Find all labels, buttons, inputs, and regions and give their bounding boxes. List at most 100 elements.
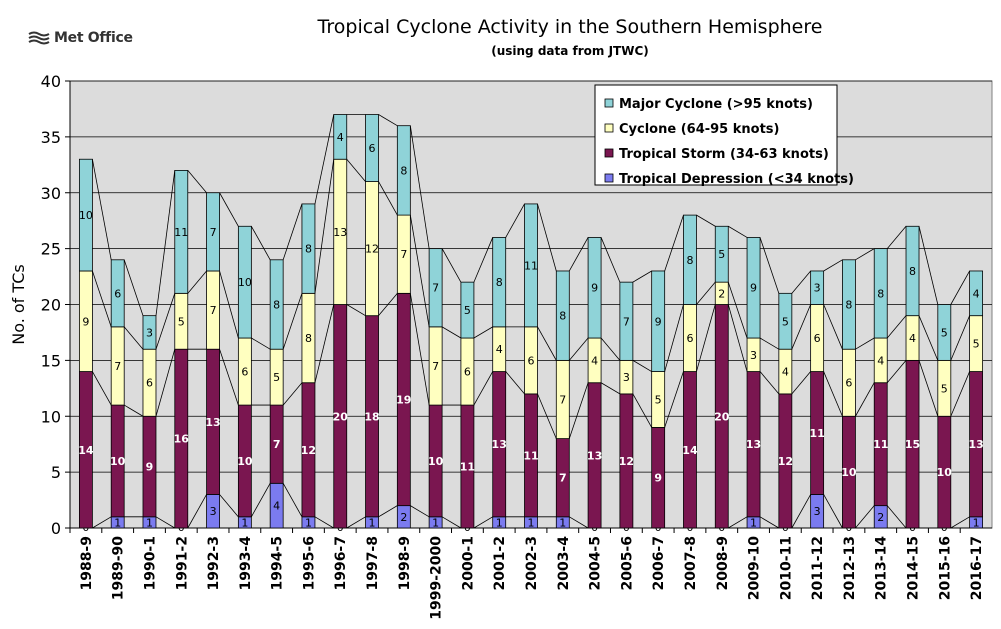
data-label: 4	[496, 343, 503, 356]
bar-segment[interactable]	[714, 225, 729, 283]
series-connector-line	[251, 337, 271, 350]
data-label: 20	[333, 410, 349, 423]
data-label: 3	[814, 282, 821, 295]
data-label: 7	[400, 248, 407, 261]
data-label: 14	[682, 444, 698, 457]
legend-box	[594, 84, 838, 186]
data-label: 11	[809, 427, 824, 440]
bar-segment[interactable]	[969, 270, 984, 317]
series-connector-line	[473, 326, 493, 339]
bar-segment[interactable]	[587, 237, 602, 339]
series-connector-line	[473, 237, 494, 283]
series-connector-line	[950, 516, 970, 529]
bar-segment[interactable]	[842, 259, 856, 350]
bar-segment[interactable]	[142, 315, 157, 350]
bar-segment[interactable]	[873, 248, 888, 339]
series-connector-line	[473, 371, 494, 406]
data-label: 12	[365, 243, 379, 256]
y-axis-title: No. of TCs	[9, 264, 28, 345]
bar-segment[interactable]	[237, 225, 252, 339]
y-tick-label: 15	[41, 351, 61, 370]
data-label: 10	[937, 466, 953, 479]
bar-segment[interactable]	[810, 270, 825, 305]
data-label: 19	[396, 393, 411, 406]
series-connector-line	[886, 226, 907, 249]
y-tick-label: 35	[41, 128, 61, 147]
series-connector-line	[123, 259, 144, 316]
bar-segment[interactable]	[683, 214, 697, 305]
chart-title: Tropical Cyclone Activity in the Souther…	[317, 16, 823, 38]
bar-segment[interactable]	[555, 270, 570, 361]
series-connector-line	[282, 382, 303, 406]
bar-segment[interactable]	[174, 169, 189, 294]
series-connector-line	[759, 337, 780, 350]
bar-segment[interactable]	[110, 259, 125, 328]
series-connector-line	[600, 382, 621, 395]
x-tick-label: 2010-11	[778, 536, 794, 600]
bar-segment[interactable]	[778, 292, 793, 350]
series-connector-line	[855, 337, 875, 350]
data-label: 8	[273, 299, 280, 312]
series-connector-line	[568, 382, 589, 439]
data-label: 1	[528, 516, 535, 529]
series-connector-line	[537, 326, 557, 361]
x-tick-label: 1991-2	[174, 536, 190, 591]
data-label: 7	[114, 360, 121, 373]
data-label: 3	[750, 349, 757, 362]
data-label: 11	[523, 449, 538, 462]
legend-label: Cyclone (64-95 knots)	[619, 122, 779, 137]
bar-segment[interactable]	[78, 158, 93, 272]
data-label: 8	[496, 276, 503, 289]
series-connector-line	[632, 270, 652, 283]
x-tick-label: 1994-5	[270, 536, 286, 591]
data-label: 7	[432, 282, 439, 295]
series-connector-line	[282, 203, 303, 260]
bar-segment[interactable]	[619, 281, 634, 361]
y-tick-label: 30	[41, 184, 61, 203]
bar-segment[interactable]	[460, 281, 475, 339]
series-connector-line	[123, 404, 144, 417]
bar-segment[interactable]	[301, 203, 316, 294]
series-connector-line	[314, 159, 335, 294]
data-label: 5	[973, 338, 980, 351]
bar-segment[interactable]	[428, 248, 443, 328]
data-label: 6	[686, 332, 693, 345]
bar-segment[interactable]	[937, 304, 952, 361]
data-label: 8	[305, 243, 312, 256]
x-tick-label: 2004-5	[588, 536, 604, 591]
bar-segment[interactable]	[206, 192, 220, 272]
bar-segment[interactable]	[333, 114, 348, 160]
data-label: 11	[524, 259, 538, 272]
bar-segment[interactable]	[651, 270, 666, 372]
bar-segment[interactable]	[492, 237, 507, 328]
data-label: 4	[591, 354, 598, 367]
data-label: 12	[301, 444, 316, 457]
x-tick-label: 2015-16	[937, 536, 953, 600]
data-label: 4	[782, 366, 789, 379]
series-connector-line	[696, 214, 716, 227]
series-connector-line	[664, 371, 684, 428]
data-label: 16	[174, 433, 190, 446]
chart-subtitle: (using data from JTWC)	[491, 44, 649, 58]
series-connector-line	[155, 293, 176, 350]
data-label: 10	[428, 455, 444, 468]
bar-segment[interactable]	[269, 259, 284, 350]
bar-segment[interactable]	[746, 237, 761, 339]
series-connector-line	[409, 293, 430, 406]
data-label: 8	[877, 287, 884, 300]
series-connector-line	[568, 337, 589, 361]
series-connector-line	[314, 516, 334, 529]
x-tick-label: 1996-7	[333, 536, 349, 591]
legend-swatch	[604, 173, 614, 183]
data-label: 6	[241, 366, 248, 379]
series-connector-line	[632, 360, 652, 372]
data-label: 1	[305, 516, 312, 529]
bar-segment[interactable]	[905, 225, 920, 317]
data-label: 6	[146, 377, 153, 390]
data-label: 10	[79, 209, 93, 222]
x-tick-label: 2002-3	[524, 536, 540, 591]
bar-segment[interactable]	[365, 114, 379, 182]
bar-segment[interactable]	[396, 125, 411, 216]
bar-segment[interactable]	[524, 203, 538, 328]
data-label: 9	[146, 461, 154, 474]
